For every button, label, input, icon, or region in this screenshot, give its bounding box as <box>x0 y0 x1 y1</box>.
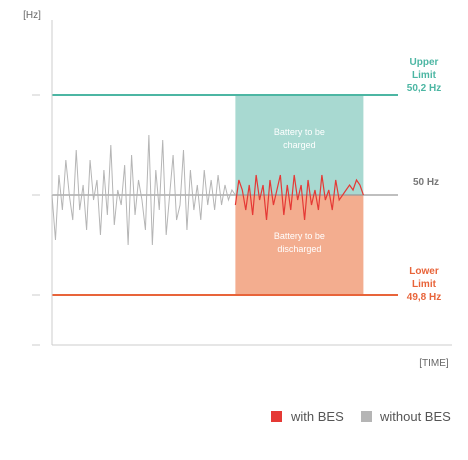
discharge-band-label-line1: Battery to be <box>274 231 325 241</box>
upper-limit-label-line1: Upper <box>410 57 439 68</box>
legend-swatch-without-bes <box>361 411 372 422</box>
discharge-band <box>235 195 364 295</box>
charge-band-label-line1: Battery to be <box>274 127 325 137</box>
lower-limit-label-line1: Lower <box>409 266 439 277</box>
legend-label-with-bes: with BES <box>290 409 344 424</box>
series-line-with-bes <box>234 174 364 221</box>
lower-limit-label-line2: Limit <box>412 279 437 290</box>
legend-swatch-with-bes <box>271 411 282 422</box>
lower-limit-value: 49,8 Hz <box>407 292 441 303</box>
series-line-without-bes <box>51 134 236 246</box>
discharge-band-label-line2: discharged <box>277 244 321 254</box>
legend-label-without-bes: without BES <box>379 409 451 424</box>
upper-limit-value: 50,2 Hz <box>407 83 441 94</box>
upper-limit-label-line2: Limit <box>412 70 437 81</box>
nominal-label: 50 Hz <box>413 177 439 188</box>
y-axis-label: [Hz] <box>23 10 41 21</box>
y-axis-ticks <box>32 94 40 346</box>
x-axis-label: [TIME] <box>419 358 449 369</box>
charge-band-label-line2: charged <box>283 140 316 150</box>
legend: with BES without BES <box>271 409 451 424</box>
